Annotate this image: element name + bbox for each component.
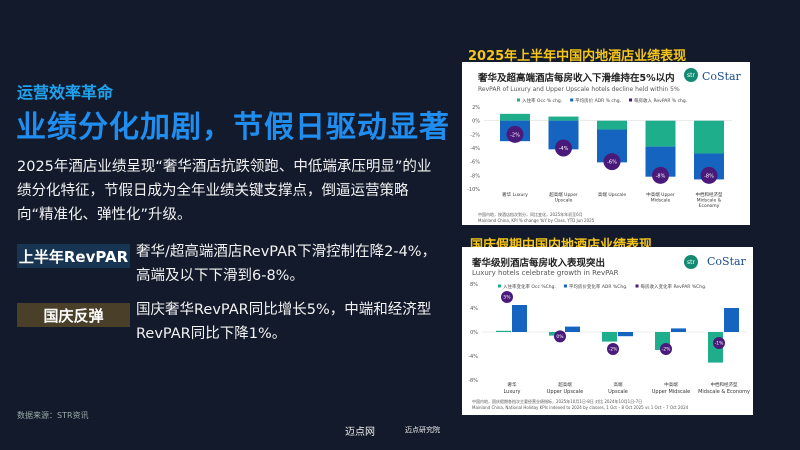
legend-label: 每房收入 RevPAR % chg.	[634, 97, 687, 104]
y-tick-label: 2%	[472, 105, 480, 111]
chart1-panel: 奢华及超高端酒店每房收入下滑维持在5%以内 RevPAR of Luxury a…	[462, 62, 750, 225]
occ-bar	[597, 120, 627, 130]
revpar-label: 5%	[503, 295, 511, 301]
revpar-label: -6%	[607, 160, 617, 166]
adr-bar	[671, 328, 686, 332]
category-label: 中高端 Upper Midscale	[646, 191, 675, 204]
costar-logo: CoStar	[707, 255, 746, 268]
category-label-en: Upper Midscale	[652, 389, 691, 395]
y-tick-label: -6%	[470, 160, 480, 166]
occ-bar	[602, 332, 617, 342]
adr-bar	[512, 305, 527, 332]
legend-label: 每房收入变化率 RevPAR %Chg.	[641, 283, 707, 290]
revpar-label: -2%	[609, 347, 618, 353]
y-tick-label: -8%	[468, 378, 478, 384]
occ-bar	[645, 120, 676, 147]
chart1-section-title: 2025年上半年中国内地酒店业绩表现	[468, 49, 687, 64]
revpar-label: 0%	[556, 334, 564, 340]
chart1-subtitle: RevPAR of Luxury and Upper Upscale hotel…	[478, 86, 680, 93]
category-label: 奢华 Luxury	[502, 191, 528, 198]
revpar-label: -8%	[656, 173, 666, 179]
y-tick-label: -10%	[467, 187, 480, 193]
revpar-bubble	[607, 343, 619, 355]
category-label-en: Midscale & Economy	[698, 389, 750, 395]
legend-swatch	[498, 284, 501, 288]
revpar-label: -2%	[510, 132, 520, 138]
point-h1-text: 奢华/超高端酒店RevPAR下滑控制在降2-4%，高端及以下下滑到6-8%。	[136, 244, 437, 284]
category-label: 超高端 Upper Upscale	[549, 191, 578, 204]
adr-bar	[724, 308, 739, 332]
revpar-label: -1%	[715, 341, 724, 347]
legend-label: 平均房价变化率 ADR %Chg.	[569, 283, 628, 290]
chart2-panel: 奢华级别酒店每房收入表现突出 Luxury hotels celebrate g…	[462, 247, 753, 415]
y-tick-label: -4%	[468, 354, 478, 360]
revpar-bubble	[652, 166, 669, 184]
legend-swatch	[570, 98, 574, 102]
occ-bar	[500, 113, 530, 121]
costar-logo: CoStar	[702, 70, 741, 83]
revpar-label: -4%	[559, 146, 569, 152]
chart2-subtitle: Luxury hotels celebrate growth in RevPAR	[472, 269, 619, 277]
revpar-label: -2%	[662, 347, 671, 353]
revpar-bubble	[603, 153, 621, 171]
legend-label: 入住率变化率 Occ %Chg.	[503, 283, 556, 290]
y-tick-label: 0%	[472, 119, 480, 125]
adr-bar	[565, 326, 580, 332]
point-holiday-text: 国庆奢华RevPAR同比增长5%，中端和经济型RevPAR同比下降1%。	[136, 302, 432, 342]
tag-h1-revpar: 上半年RevPAR	[17, 244, 130, 268]
revpar-bubble	[501, 291, 513, 303]
logo-meadin-academy: 迈点研究院	[405, 426, 440, 434]
chart2-svg: 8% 4% 0% -4% -8% 入住率变化率 Occ %Chg. 平均房价变化率 ADR …	[468, 282, 750, 395]
data-source: 数据来源：STR资讯	[17, 411, 89, 420]
str-logo: str	[684, 255, 698, 269]
legend-label: 平均房价 ADR % chg.	[575, 97, 621, 104]
legend-swatch	[517, 98, 520, 102]
category-label-en: Upper Upscale	[547, 389, 583, 395]
revpar-bubble	[700, 166, 718, 184]
category-label-en: Upscale	[608, 389, 628, 395]
adr-bar	[618, 332, 633, 337]
category-label-zh: 高端	[614, 381, 623, 388]
logo-meadin: 迈点网	[345, 427, 375, 438]
category-label-zh: 中档和经济型	[711, 381, 738, 388]
legend-swatch	[563, 284, 567, 288]
revpar-bubble	[506, 125, 524, 143]
revpar-label: -8%	[704, 173, 714, 179]
revpar-bubble	[555, 139, 572, 157]
chart2-note-en: Mainland China, National Holiday KPIs in…	[472, 405, 689, 410]
y-tick-label: 0%	[470, 330, 478, 336]
legend-swatch	[635, 284, 639, 288]
section-kicker: 运营效率革命	[17, 83, 114, 102]
chart1-title: 奢华及超高端酒店每房收入下滑维持在5%以内	[478, 73, 675, 84]
category-label-zh: 超高端	[558, 381, 572, 388]
y-tick-label: -4%	[470, 146, 480, 152]
page-title: 业绩分化加剧，节假日驱动显著	[16, 110, 450, 145]
chart1-note: 中国内地，按酒店档次划分，同比变化，2025年年初至6月	[478, 212, 583, 217]
legend-label: 入住率 Occ % chg.	[522, 97, 562, 104]
str-logo: str	[684, 68, 698, 82]
occ-bar	[548, 116, 579, 121]
chart1-note-en: Mainland China, KPI % change YoY by Clas…	[478, 218, 595, 223]
intro-text: 2025年酒店业绩呈现“奢华酒店抗跌领跑、中低端承压明显”的业绩分化特征，节假日…	[17, 159, 432, 223]
chart2-note: 中国内地，国庆假期各档次主要经营业绩指标，2025年10月1日-8日 对比 20…	[472, 399, 643, 404]
occ-bar	[694, 120, 724, 154]
category-label: 中档和经济型 Midscale & Economy	[696, 191, 723, 209]
category-label-zh: 中高端	[664, 381, 678, 388]
category-label-en: Luxury	[503, 389, 520, 395]
category-label: 高端 Upscale	[598, 191, 626, 198]
tag-holiday: 国庆反弹	[17, 303, 130, 327]
legend-swatch	[629, 98, 633, 102]
revpar-bubble	[660, 343, 672, 355]
revpar-bubble	[554, 330, 566, 343]
chart2-title: 奢华级别酒店每房收入表现突出	[472, 258, 606, 269]
y-tick-label: 4%	[470, 306, 478, 312]
y-tick-label: -2%	[470, 132, 480, 138]
category-label-zh: 奢华	[508, 381, 517, 388]
revpar-bubble	[713, 337, 725, 349]
occ-bar	[496, 330, 511, 332]
y-tick-label: 8%	[470, 282, 478, 288]
chart1-svg: 2% 0% -2% -4% -6% -8% -10% 入住率 Occ % chg. 平均房价 A…	[467, 97, 732, 209]
y-tick-label: -8%	[470, 173, 480, 179]
